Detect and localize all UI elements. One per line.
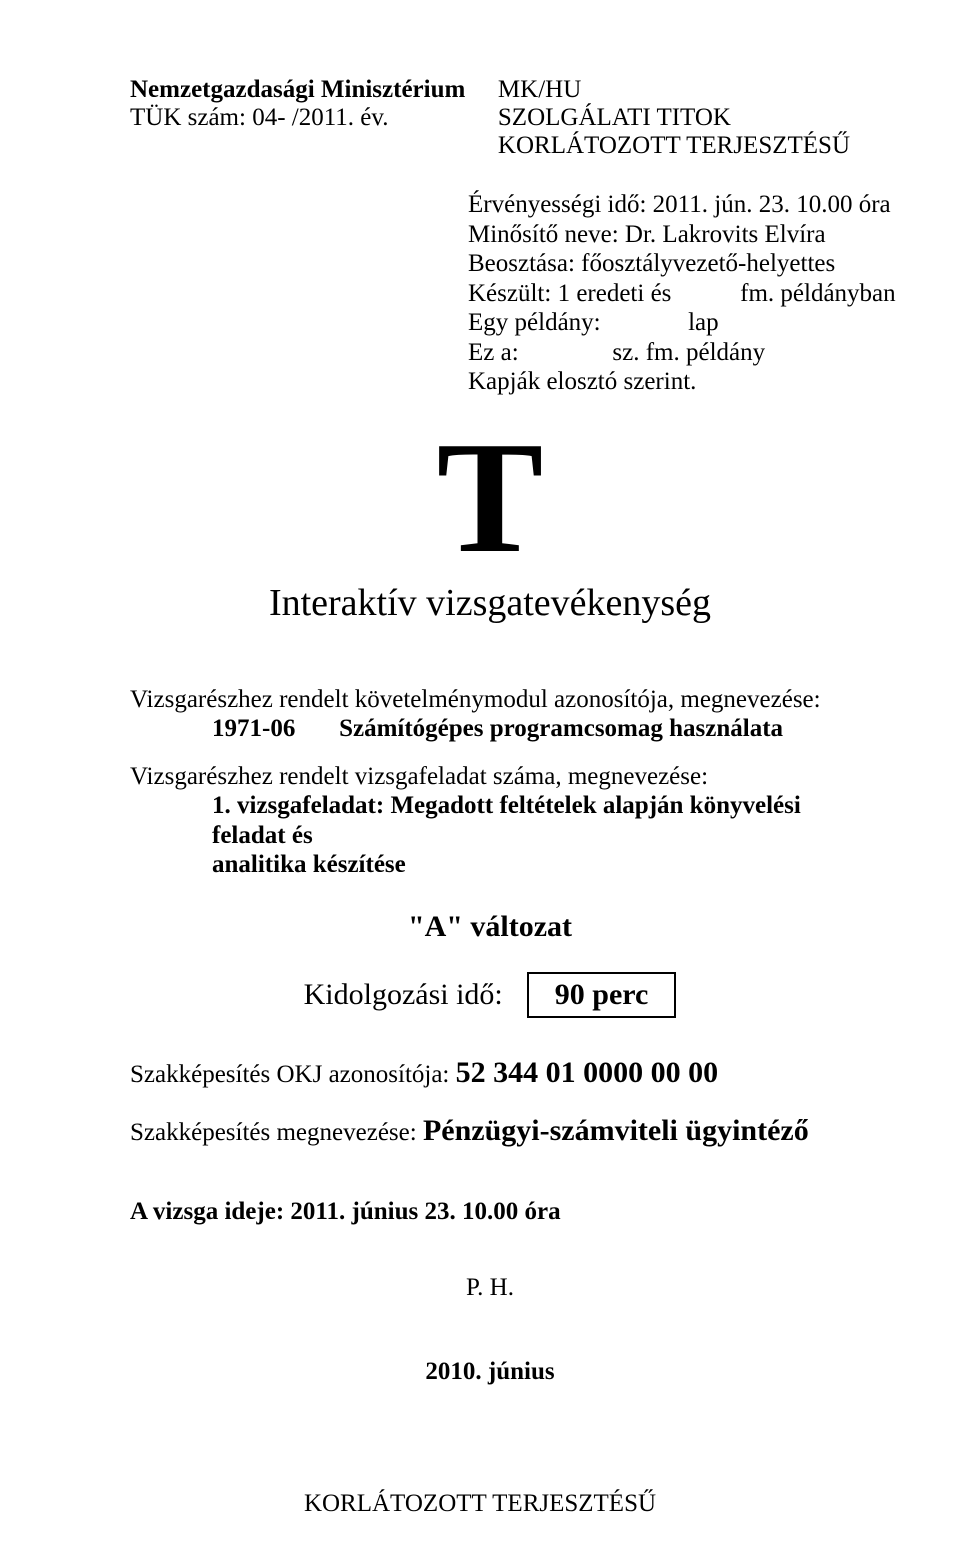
meta-classifier: Minősítő neve: Dr. Lakrovits Elvíra [468,220,850,250]
task-desc2: analitika készítése [130,850,850,880]
exam-date: A vizsga ideje: 2011. június 23. 10.00 ó… [130,1198,850,1226]
task-intro: Vizsgarészhez rendelt vizsgafeladat szám… [130,762,850,792]
cert-name-label: Szakképesítés megnevezése: [130,1119,423,1146]
task-desc1: 1. vizsgafeladat: Megadott feltételek al… [130,791,850,850]
task-section: Vizsgarészhez rendelt vizsgafeladat szám… [130,762,850,880]
tuk-number: TÜK szám: 04- /2011. év. [130,104,465,132]
meta-validity: Érvényességi idő: 2011. jún. 23. 10.00 ó… [468,190,850,220]
meta-distribution: Kapják elosztó szerint. [468,367,850,397]
module-name: Számítógépes programcsomag használata [339,715,783,742]
okj-line: Szakképesítés OKJ azonosítója: 52 344 01… [130,1056,850,1090]
timing-row: Kidolgozási idő: 90 perc [130,972,850,1018]
big-t-letter: T [130,417,850,577]
restricted-label: KORLÁTOZOTT TERJESZTÉSŰ [498,132,850,160]
main-title: Interaktív vizsgatevékenység [130,581,850,625]
okj-label: Szakképesítés OKJ azonosítója: [130,1061,456,1088]
mkhu-label: MK/HU [498,76,850,104]
meta-position: Beosztása: főosztályvezető-helyettes [468,249,850,279]
ph-label: P. H. [130,1274,850,1302]
header-row: Nemzetgazdasági Minisztérium TÜK szám: 0… [130,76,850,160]
page: Nemzetgazdasági Minisztérium TÜK szám: 0… [0,0,960,1548]
cert-name-value: Pénzügyi-számviteli ügyintéző [423,1114,809,1147]
cert-name-line: Szakképesítés megnevezése: Pénzügyi-szám… [130,1114,850,1148]
timing-label: Kidolgozási idő: [304,978,503,1012]
header-left: Nemzetgazdasági Minisztérium TÜK szám: 0… [130,76,465,160]
meta-this-copy: Ez a: sz. fm. példány [468,338,850,368]
module-code: 1971-06 [212,715,295,742]
variant-label: "A" változat [130,910,850,944]
ministry-name: Nemzetgazdasági Minisztérium [130,76,465,104]
module-section: Vizsgarészhez rendelt követelménymodul a… [130,685,850,744]
footer-restricted: KORLÁTOZOTT TERJESZTÉSŰ [0,1490,960,1518]
header-right: MK/HU SZOLGÁLATI TITOK KORLÁTOZOTT TERJE… [478,76,850,160]
meta-copies: Készült: 1 eredeti és fm. példányban [468,279,850,309]
okj-value: 52 344 01 0000 00 00 [456,1056,719,1089]
year-label: 2010. június [130,1358,850,1386]
meta-one-copy: Egy példány: lap [468,308,850,338]
module-intro: Vizsgarészhez rendelt követelménymodul a… [130,685,850,715]
module-line: 1971-06 Számítógépes programcsomag haszn… [130,714,850,744]
timing-value: 90 perc [527,972,677,1018]
meta-block: Érvényességi idő: 2011. jún. 23. 10.00 ó… [468,190,850,397]
secret-label: SZOLGÁLATI TITOK [498,104,850,132]
